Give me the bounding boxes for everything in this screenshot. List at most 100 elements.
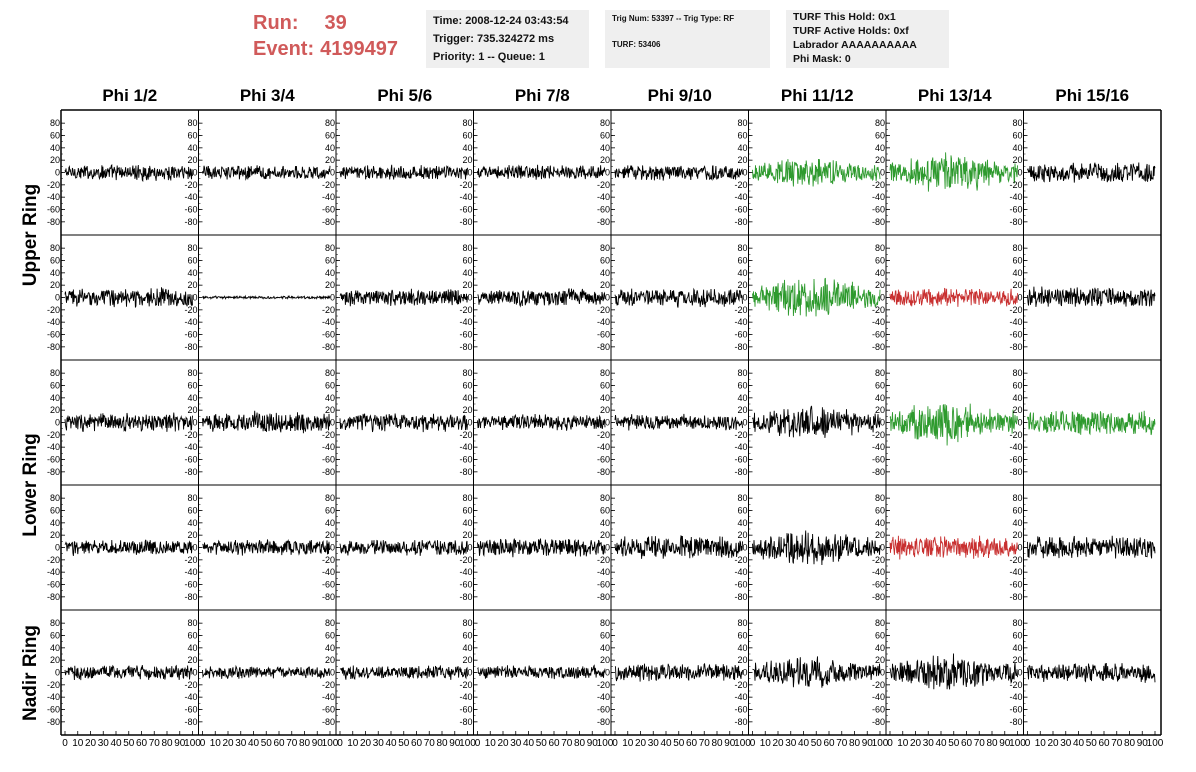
y-tick-label: 40 bbox=[50, 143, 60, 153]
x-tick-label: 100 bbox=[872, 738, 889, 749]
x-tick-label: 50 bbox=[536, 738, 548, 749]
y-tick-label: 40 bbox=[737, 518, 747, 528]
waveform-trace bbox=[202, 664, 331, 680]
y-tick-label: -40 bbox=[734, 692, 747, 702]
y-tick-label: -20 bbox=[734, 180, 747, 190]
waveform-panel: -80 -60 -40 -20 0 20 40 60 80 bbox=[872, 118, 1018, 227]
y-tick-label: 20 bbox=[875, 155, 885, 165]
y-tick-label: 20 bbox=[737, 655, 747, 665]
x-tick-label: 20 bbox=[910, 738, 922, 749]
y-tick-label: 80 bbox=[600, 243, 610, 253]
x-tick-label: 0 bbox=[475, 738, 481, 749]
x-tick-label: 0 bbox=[337, 738, 343, 749]
y-tick-label: -80 bbox=[47, 592, 60, 602]
y-tick-label: 0 bbox=[330, 543, 335, 553]
y-tick-label: 0 bbox=[605, 168, 610, 178]
y-tick-label: 40 bbox=[875, 518, 885, 528]
y-tick-label: -80 bbox=[184, 717, 197, 727]
x-tick-label: 0 bbox=[200, 738, 206, 749]
y-tick-label: 80 bbox=[462, 368, 472, 378]
y-tick-label: -40 bbox=[597, 192, 610, 202]
y-tick-label: 40 bbox=[1012, 518, 1022, 528]
y-tick-label: 40 bbox=[1012, 268, 1022, 278]
y-tick-label: 80 bbox=[600, 368, 610, 378]
y-tick-label: -80 bbox=[734, 592, 747, 602]
waveform-panel: -80 -60 -40 -20 0 20 40 60 80 bbox=[184, 618, 331, 727]
y-tick-label: 80 bbox=[737, 368, 747, 378]
y-tick-label: -40 bbox=[184, 317, 197, 327]
waveform-panel: -80 -60 -40 -20 0 20 40 60 80 bbox=[459, 118, 606, 227]
y-tick-label: 0 bbox=[467, 418, 472, 428]
y-tick-label: 0 bbox=[742, 168, 747, 178]
y-tick-label: 20 bbox=[462, 155, 472, 165]
x-tick-label: 90 bbox=[862, 738, 874, 749]
y-tick-label: -20 bbox=[872, 180, 885, 190]
y-tick-label: -20 bbox=[872, 430, 885, 440]
x-tick-label: 50 bbox=[948, 738, 960, 749]
x-tick-label: 10 bbox=[72, 738, 84, 749]
y-tick-label: -80 bbox=[459, 217, 472, 227]
y-tick-label: 20 bbox=[600, 530, 610, 540]
y-tick-label: -80 bbox=[872, 217, 885, 227]
x-tick-label: 90 bbox=[999, 738, 1011, 749]
y-tick-label: 0 bbox=[605, 543, 610, 553]
y-tick-label: 0 bbox=[1017, 668, 1022, 678]
y-tick-label: 80 bbox=[600, 118, 610, 128]
y-tick-label: -80 bbox=[322, 342, 335, 352]
x-tick-label: 50 bbox=[1086, 738, 1098, 749]
time-info-box: Time: 2008-12-24 03:43:54 Trigger: 735.3… bbox=[426, 10, 589, 68]
y-tick-label: 60 bbox=[50, 381, 60, 391]
x-tick-label: 60 bbox=[273, 738, 285, 749]
y-tick-label: 60 bbox=[325, 506, 335, 516]
y-tick-label: 40 bbox=[600, 518, 610, 528]
waveform-trace bbox=[1027, 286, 1156, 307]
y-tick-label: -40 bbox=[322, 442, 335, 452]
y-tick-label: -80 bbox=[459, 592, 472, 602]
x-tick-label: 20 bbox=[360, 738, 372, 749]
y-tick-label: -80 bbox=[1009, 342, 1022, 352]
y-tick-label: 0 bbox=[330, 668, 335, 678]
y-tick-label: -20 bbox=[734, 555, 747, 565]
x-tick-label: 50 bbox=[123, 738, 135, 749]
y-tick-label: -80 bbox=[872, 467, 885, 477]
y-tick-label: -60 bbox=[597, 205, 610, 215]
y-tick-label: -80 bbox=[459, 342, 472, 352]
waveform-panel: -80 -60 -40 -20 0 20 40 60 80 bbox=[734, 493, 881, 602]
y-tick-label: 60 bbox=[462, 506, 472, 516]
y-tick-label: 80 bbox=[875, 618, 885, 628]
y-tick-label: -80 bbox=[597, 342, 610, 352]
y-tick-label: -80 bbox=[459, 717, 472, 727]
y-tick-label: 80 bbox=[325, 243, 335, 253]
y-tick-label: -40 bbox=[47, 692, 60, 702]
x-tick-label: 100 bbox=[1009, 738, 1026, 749]
y-tick-label: -40 bbox=[459, 692, 472, 702]
event-label: Event: bbox=[253, 38, 315, 60]
y-tick-label: -80 bbox=[1009, 592, 1022, 602]
waveform-panel: -80 -60 -40 -20 0 20 40 60 80 bbox=[1009, 368, 1156, 477]
waveform-trace bbox=[1027, 535, 1156, 559]
y-tick-label: 0 bbox=[742, 543, 747, 553]
y-tick-label: 0 bbox=[605, 293, 610, 303]
y-tick-label: 60 bbox=[875, 506, 885, 516]
x-tick-label: 90 bbox=[449, 738, 461, 749]
y-tick-label: 80 bbox=[737, 618, 747, 628]
y-tick-label: 40 bbox=[187, 143, 197, 153]
y-tick-label: 40 bbox=[50, 518, 60, 528]
y-tick-label: 60 bbox=[187, 506, 197, 516]
waveform-panel: -80 -60 -40 -20 0 20 40 60 80 bbox=[734, 618, 881, 727]
x-tick-label: 60 bbox=[136, 738, 148, 749]
y-tick-label: -60 bbox=[734, 330, 747, 340]
waveform-panel: -80 -60 -40 -20 0 20 40 60 80 bbox=[1009, 618, 1156, 727]
y-tick-label: -40 bbox=[1009, 442, 1022, 452]
y-tick-label: 80 bbox=[325, 618, 335, 628]
y-tick-label: 60 bbox=[737, 631, 747, 641]
column-label: Phi 11/12 bbox=[780, 86, 854, 105]
y-tick-label: -40 bbox=[1009, 567, 1022, 577]
y-tick-label: 60 bbox=[462, 256, 472, 266]
waveform-trace bbox=[889, 287, 1018, 307]
y-tick-label: 20 bbox=[875, 530, 885, 540]
y-tick-label: 0 bbox=[330, 418, 335, 428]
x-tick-label: 0 bbox=[887, 738, 893, 749]
waveform-trace bbox=[339, 665, 468, 680]
y-tick-label: -40 bbox=[47, 442, 60, 452]
